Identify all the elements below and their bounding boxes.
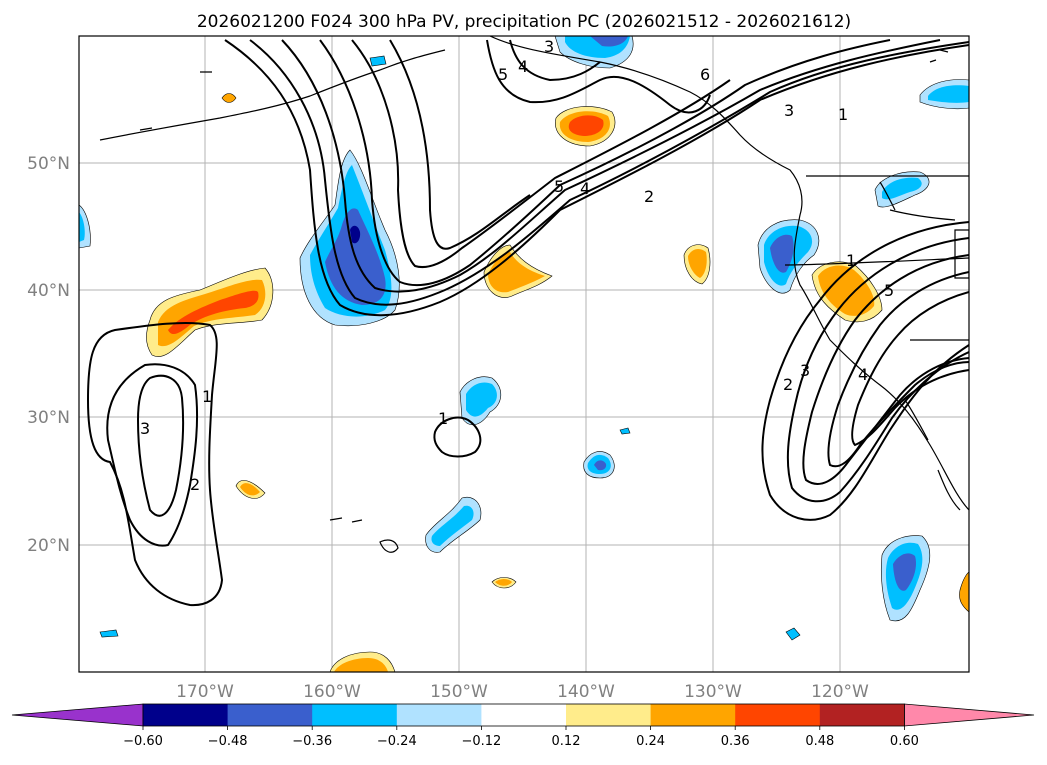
colorbar-segment (481, 704, 567, 726)
contour-label: 4 (518, 57, 528, 76)
contour-label: 1 (438, 409, 448, 428)
colorbar-segment (650, 704, 736, 726)
lon-label: 150°W (430, 682, 488, 702)
contour-label: 6 (700, 65, 710, 84)
lat-label: 50°N (27, 154, 70, 174)
colorbar-segment (227, 704, 313, 726)
contour-label: 3 (800, 361, 810, 380)
colorbar-tick-label: −0.24 (377, 734, 417, 749)
lon-label: 160°W (303, 682, 361, 702)
colorbar-tick-label: −0.36 (292, 734, 332, 749)
map-frame (78, 35, 970, 673)
contour-label: 3 (784, 101, 794, 120)
contour-label: 2 (783, 375, 793, 394)
colorbar-frame (142, 703, 905, 727)
lon-label: 170°W (176, 682, 234, 702)
colorbar-tick-label: 0.36 (721, 734, 750, 749)
longitude-labels: 170°W 160°W 150°W 140°W 130°W 120°W (176, 682, 869, 702)
lat-label: 20°N (27, 536, 70, 556)
contour-label: 4 (580, 179, 590, 198)
contour-labels: 3 4 6 5 5 4 2 3 1 3 1 2 1 2 3 4 5 1 (140, 37, 894, 494)
lon-label: 130°W (684, 682, 742, 702)
colorbar-over-arrow (904, 703, 1035, 727)
colorbar-segment (312, 704, 398, 726)
colorbar-tick-label: −0.48 (208, 734, 248, 749)
colorbar-tick-label: 0.24 (636, 734, 665, 749)
lat-label: 40°N (27, 281, 70, 301)
contour-label: 1 (846, 251, 856, 270)
latitude-labels: 50°N 40°N 30°N 20°N (27, 154, 70, 556)
lat-label: 30°N (27, 408, 70, 428)
colorbar-tick-label: 0.60 (890, 734, 919, 749)
lon-label: 120°W (811, 682, 869, 702)
contour-label: 4 (858, 365, 868, 384)
map-title: 2026021200 F024 300 hPa PV, precipitatio… (197, 12, 851, 32)
colorbar-segment (735, 704, 821, 726)
contour-label: 3 (544, 37, 554, 56)
contour-label: 5 (498, 65, 508, 84)
colorbar-tick-label: −0.60 (123, 734, 163, 749)
colorbar-tick-label: 0.48 (805, 734, 834, 749)
contour-label: 5 (884, 281, 894, 300)
contour-label: 1 (838, 105, 848, 124)
colorbar-segment (143, 704, 229, 726)
colorbar-segment (566, 704, 652, 726)
colorbar-tick-label: −0.12 (461, 734, 501, 749)
contour-label: 2 (644, 187, 654, 206)
map-area: 3 4 6 5 5 4 2 3 1 3 1 2 1 2 3 4 5 1 (79, 36, 969, 672)
contour-label: 1 (202, 387, 212, 406)
colorbar-under-arrow (11, 703, 144, 727)
colorbar-segment (396, 704, 482, 726)
contour-label: 3 (140, 419, 150, 438)
lon-label: 140°W (557, 682, 615, 702)
colorbar: −0.60 −0.48 −0.36 −0.24 −0.12 0.12 0.24 0.36 0.4… (11, 703, 1035, 749)
contour-label: 5 (554, 177, 564, 196)
contour-label: 2 (190, 475, 200, 494)
colorbar-tick-label: 0.12 (552, 734, 581, 749)
pv-contours (86, 39, 969, 607)
colorbar-segment (819, 704, 905, 726)
